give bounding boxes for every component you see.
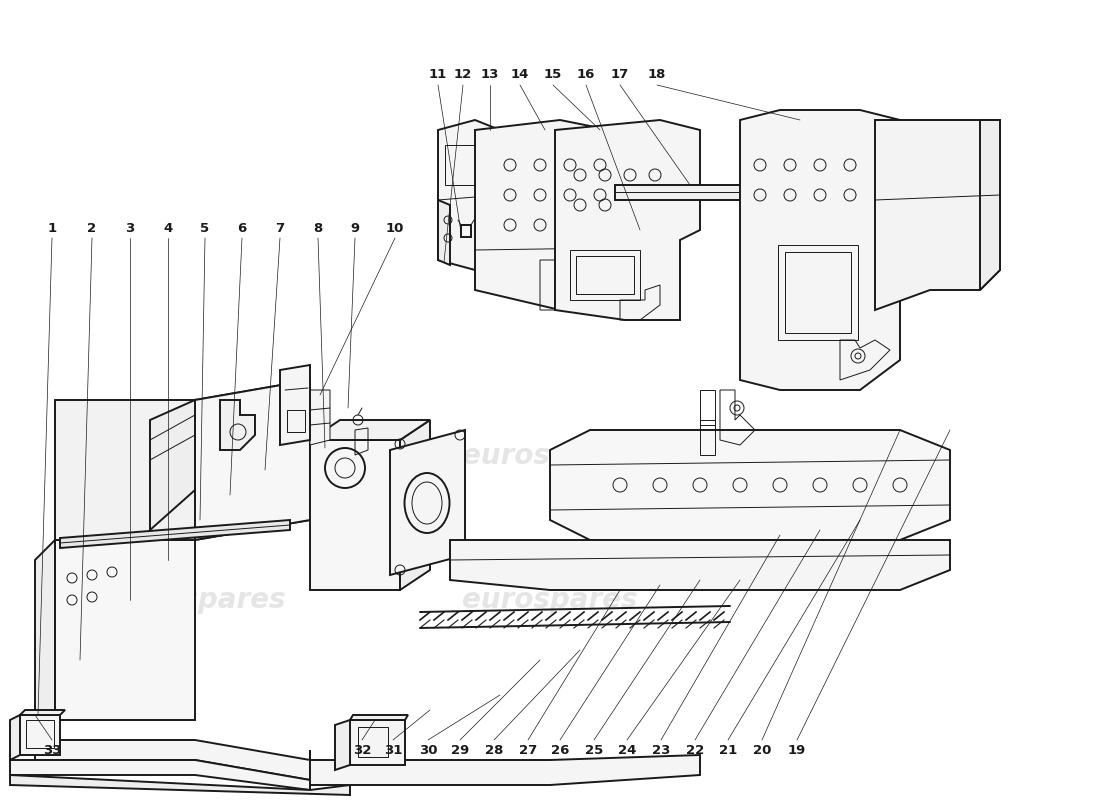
Polygon shape bbox=[740, 110, 900, 390]
Text: 28: 28 bbox=[485, 743, 503, 757]
Text: 23: 23 bbox=[652, 743, 670, 757]
Polygon shape bbox=[438, 200, 450, 265]
Polygon shape bbox=[55, 540, 195, 720]
Text: 11: 11 bbox=[429, 69, 447, 82]
Text: 7: 7 bbox=[275, 222, 285, 234]
Text: 22: 22 bbox=[686, 743, 704, 757]
Polygon shape bbox=[150, 400, 195, 530]
Polygon shape bbox=[35, 740, 310, 780]
Polygon shape bbox=[336, 720, 350, 770]
Text: 27: 27 bbox=[519, 743, 537, 757]
Text: 15: 15 bbox=[543, 69, 562, 82]
Polygon shape bbox=[310, 750, 700, 785]
Text: 2: 2 bbox=[87, 222, 97, 234]
Bar bbox=[287, 410, 305, 432]
Polygon shape bbox=[10, 775, 350, 795]
Text: 20: 20 bbox=[752, 743, 771, 757]
Text: 31: 31 bbox=[384, 743, 403, 757]
Text: 10: 10 bbox=[386, 222, 404, 234]
Text: eurospares: eurospares bbox=[462, 442, 638, 470]
Polygon shape bbox=[350, 715, 408, 720]
Polygon shape bbox=[438, 120, 500, 270]
Bar bbox=[461, 225, 471, 237]
Polygon shape bbox=[400, 420, 430, 590]
Polygon shape bbox=[390, 430, 465, 575]
Text: 21: 21 bbox=[719, 743, 737, 757]
Bar bbox=[26, 720, 54, 748]
Polygon shape bbox=[220, 400, 255, 450]
Text: 30: 30 bbox=[419, 743, 438, 757]
Polygon shape bbox=[980, 120, 1000, 290]
Text: 5: 5 bbox=[200, 222, 210, 234]
Bar bbox=[570, 250, 640, 300]
Text: 33: 33 bbox=[43, 743, 62, 757]
Text: 13: 13 bbox=[481, 69, 499, 82]
Bar bbox=[785, 252, 851, 333]
Text: 1: 1 bbox=[47, 222, 56, 234]
Polygon shape bbox=[10, 715, 20, 760]
Text: 26: 26 bbox=[551, 743, 569, 757]
Polygon shape bbox=[10, 760, 310, 790]
Text: 3: 3 bbox=[125, 222, 134, 234]
Polygon shape bbox=[195, 380, 310, 540]
Polygon shape bbox=[310, 420, 430, 440]
Bar bbox=[576, 256, 634, 294]
Polygon shape bbox=[55, 380, 310, 540]
Text: eurospares: eurospares bbox=[110, 586, 286, 614]
Bar bbox=[358, 727, 388, 757]
Polygon shape bbox=[550, 430, 950, 540]
Bar bbox=[446, 145, 480, 185]
Polygon shape bbox=[60, 520, 290, 548]
Text: eurospares: eurospares bbox=[110, 442, 286, 470]
Text: 9: 9 bbox=[351, 222, 360, 234]
Text: 16: 16 bbox=[576, 69, 595, 82]
Polygon shape bbox=[615, 185, 760, 200]
Polygon shape bbox=[556, 120, 700, 320]
Text: 19: 19 bbox=[788, 743, 806, 757]
Bar bbox=[778, 245, 858, 340]
Polygon shape bbox=[280, 365, 310, 445]
Polygon shape bbox=[475, 120, 610, 310]
Text: 14: 14 bbox=[510, 69, 529, 82]
Text: 18: 18 bbox=[648, 69, 667, 82]
Text: 4: 4 bbox=[164, 222, 173, 234]
Text: 29: 29 bbox=[451, 743, 469, 757]
Text: 24: 24 bbox=[618, 743, 636, 757]
Text: 6: 6 bbox=[238, 222, 246, 234]
Polygon shape bbox=[310, 390, 330, 445]
Polygon shape bbox=[450, 540, 950, 590]
Text: 25: 25 bbox=[585, 743, 603, 757]
Text: 12: 12 bbox=[454, 69, 472, 82]
Polygon shape bbox=[874, 120, 1000, 310]
Polygon shape bbox=[35, 540, 55, 740]
Polygon shape bbox=[20, 710, 65, 715]
Text: 17: 17 bbox=[610, 69, 629, 82]
Text: eurospares: eurospares bbox=[462, 586, 638, 614]
Polygon shape bbox=[350, 720, 405, 765]
Polygon shape bbox=[20, 715, 60, 755]
Text: 32: 32 bbox=[353, 743, 371, 757]
Polygon shape bbox=[310, 440, 400, 590]
Text: 8: 8 bbox=[314, 222, 322, 234]
